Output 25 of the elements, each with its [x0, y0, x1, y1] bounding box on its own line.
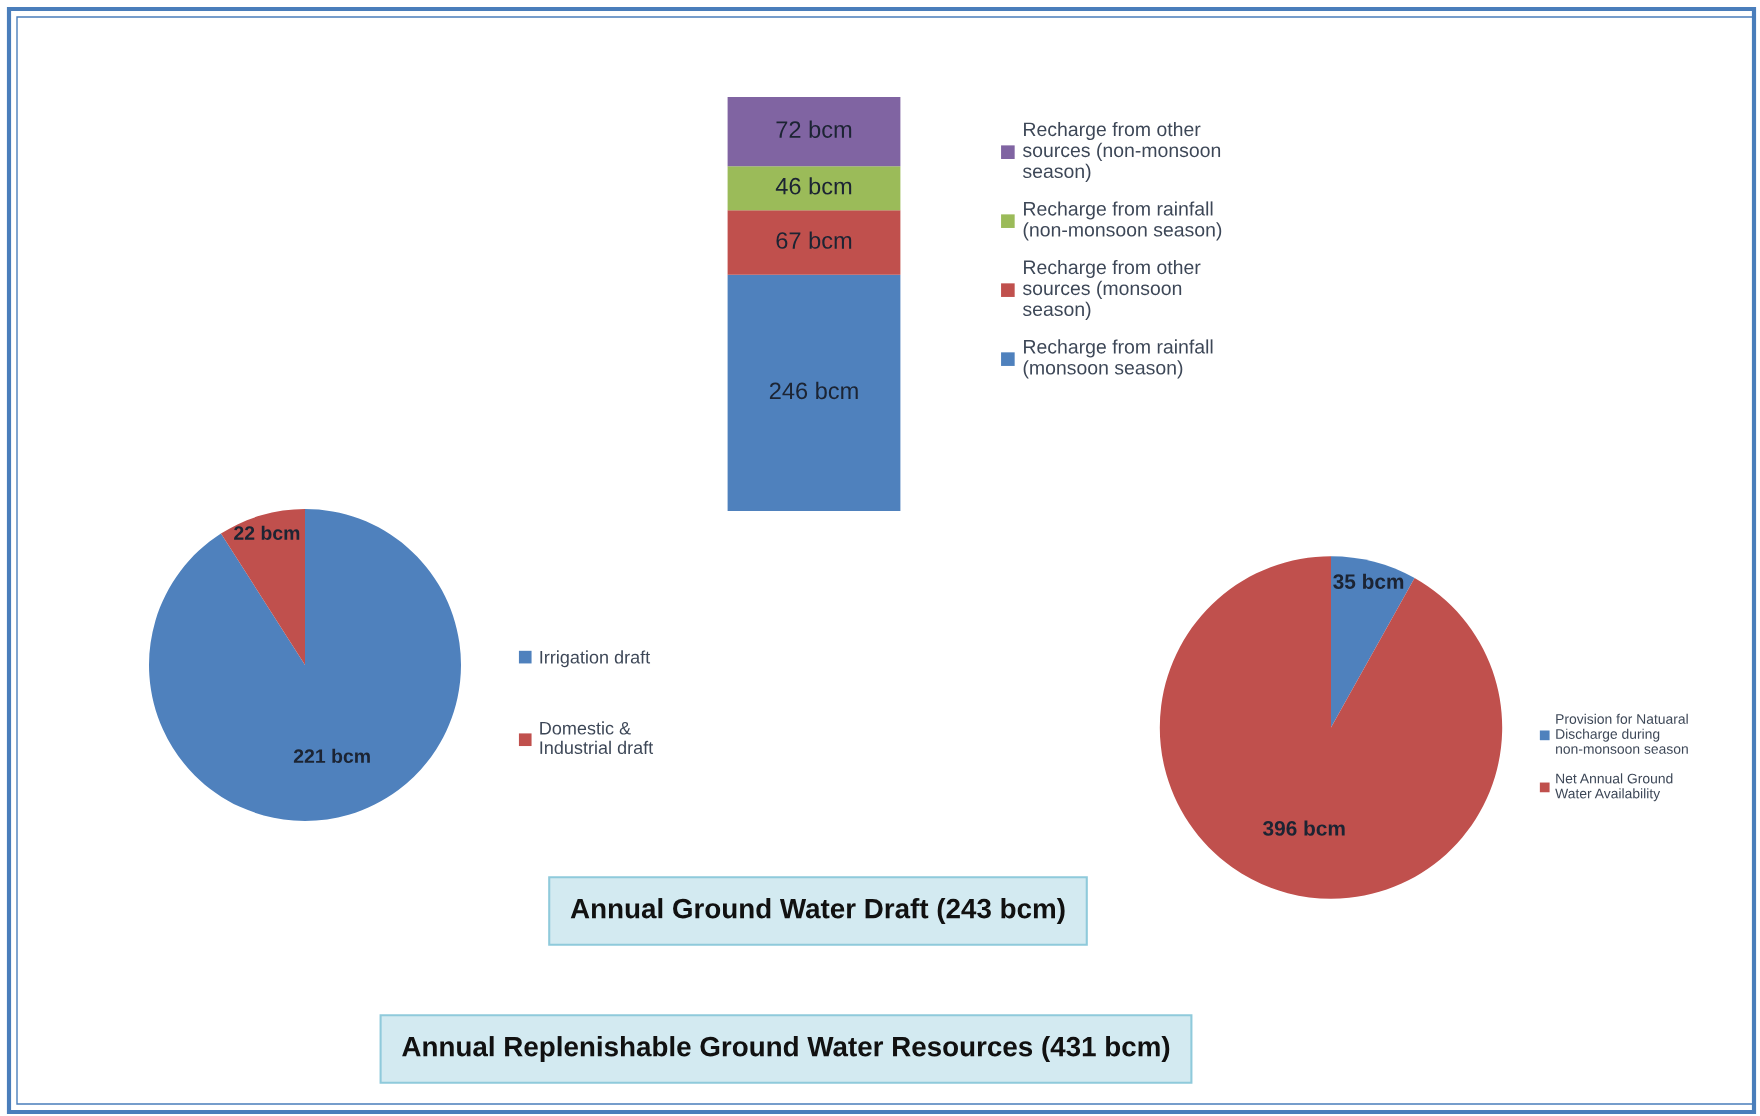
pie-slice	[1159, 556, 1503, 899]
legend-label: Domestic & Industrial draft	[540, 721, 654, 755]
legend-label: Irrigation draft	[540, 650, 651, 668]
legend-label: Net Annual Ground Water Availability	[1555, 773, 1673, 802]
bar	[727, 210, 901, 275]
pie-slice	[1331, 556, 1415, 728]
pie-slice	[220, 509, 305, 665]
pie-slice	[149, 509, 461, 821]
text: Annual Ground Water Draft (243 bcm)	[570, 898, 1065, 924]
text: Annual Replenishable Ground Water Resources (431 bcm)	[402, 1036, 1170, 1062]
data-label: 67 bcm	[776, 231, 852, 249]
bar	[727, 97, 901, 167]
data-label: 221 bcm	[293, 748, 370, 764]
legend-label: Recharge from other sources (non-monsoon season)	[1022, 121, 1221, 182]
data-label: 46 bcm	[775, 177, 852, 195]
data-label: 72 bcm	[776, 120, 852, 138]
bar	[727, 166, 901, 211]
legend-label: Recharge from rainfall (monsoon season)	[1023, 339, 1213, 379]
data-label: 22 bcm	[234, 525, 300, 540]
data-label: 246 bcm	[769, 381, 858, 400]
legend-label: Recharge from other sources (monsoon season)	[1022, 259, 1201, 320]
data-label: 35 bcm	[1333, 573, 1404, 589]
legend-label: Provision for Natuaral Discharge during non-monsoon season	[1556, 713, 1688, 754]
data-label: 396 bcm	[1263, 820, 1345, 836]
legend-label: Recharge from rainfall (non-monsoon season)	[1023, 201, 1222, 241]
